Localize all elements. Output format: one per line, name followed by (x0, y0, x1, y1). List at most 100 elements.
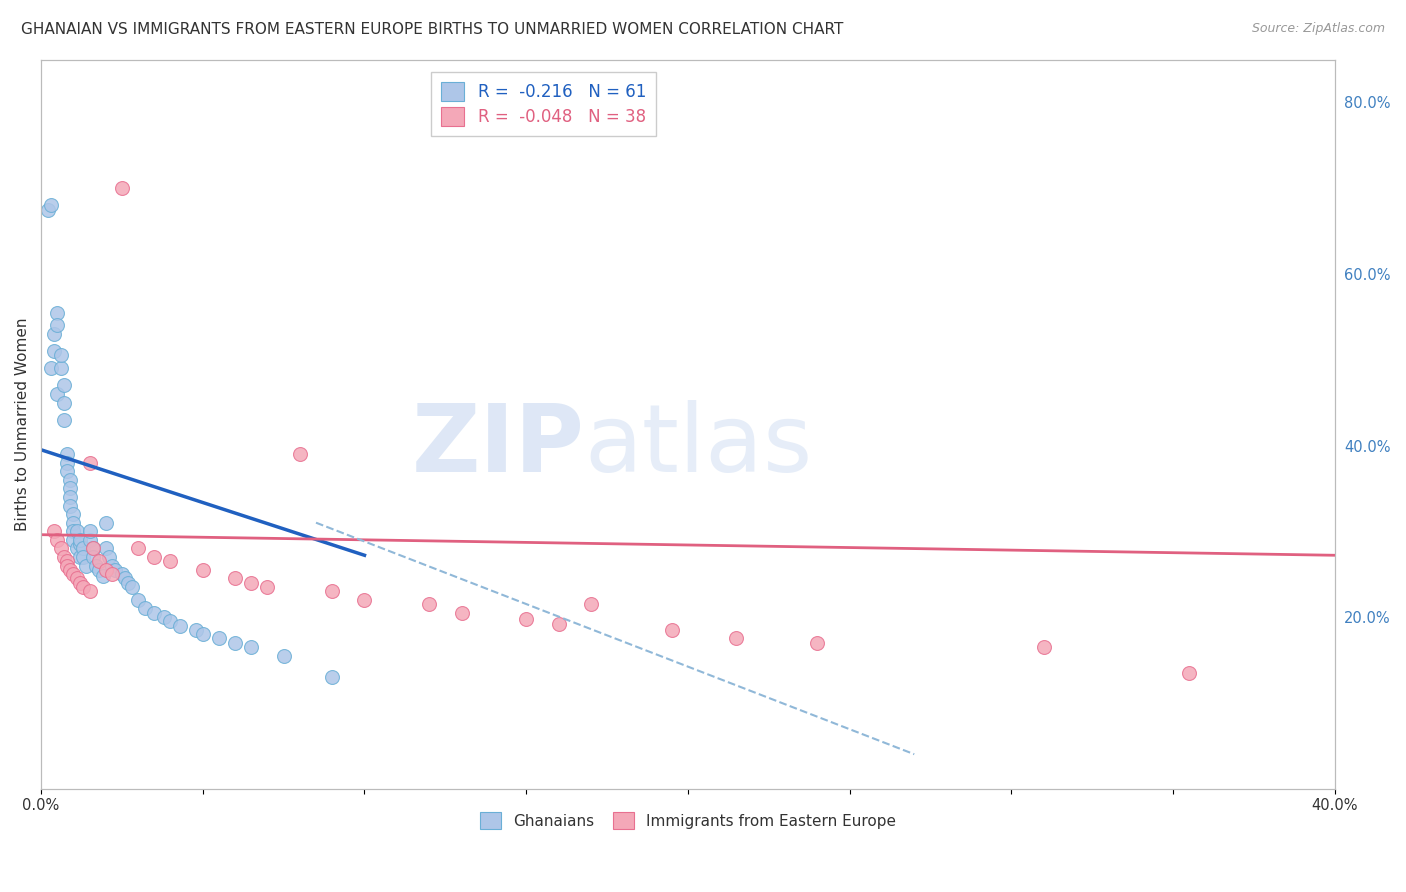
Point (101, 567, 124, 582)
Point (79, 524, 101, 539)
Point (62, 533, 84, 547)
Point (240, 575, 263, 590)
Point (143, 549, 166, 564)
Y-axis label: Births to Unmarried Women: Births to Unmarried Women (15, 318, 30, 531)
Text: ZIP: ZIP (412, 400, 585, 491)
Point (82, 549, 104, 564)
Point (56, 447, 79, 461)
Point (101, 558, 124, 573)
Point (89, 554, 111, 568)
Point (806, 636, 828, 650)
Point (91, 569, 114, 583)
Point (104, 563, 127, 577)
Point (159, 615, 181, 629)
Point (62, 516, 84, 530)
Point (37, 202, 59, 217)
Legend: Ghanaians, Immigrants from Eastern Europe: Ghanaians, Immigrants from Eastern Europ… (474, 805, 903, 836)
Point (169, 618, 191, 632)
Point (42, 524, 65, 539)
Point (42, 344, 65, 359)
Point (127, 541, 149, 556)
Point (191, 563, 214, 577)
Point (69, 549, 91, 564)
Point (82, 541, 104, 556)
Text: atlas: atlas (585, 400, 813, 491)
Point (224, 571, 246, 585)
Point (418, 597, 440, 611)
Point (59, 473, 82, 487)
Point (75, 558, 97, 573)
Point (39, 361, 62, 376)
Point (114, 571, 136, 585)
Point (288, 447, 311, 461)
Point (208, 632, 231, 646)
Point (56, 558, 79, 573)
Point (42, 326, 65, 341)
Text: Source: ZipAtlas.com: Source: ZipAtlas.com (1251, 22, 1385, 36)
Point (39, 198, 62, 212)
Text: GHANAIAN VS IMMIGRANTS FROM EASTERN EUROPE BIRTHS TO UNMARRIED WOMEN CORRELATION: GHANAIAN VS IMMIGRANTS FROM EASTERN EURO… (21, 22, 844, 37)
Point (66, 571, 89, 585)
Point (59, 490, 82, 504)
Point (59, 482, 82, 496)
Point (1178, 665, 1201, 680)
Point (52, 395, 75, 409)
Point (186, 623, 208, 637)
Point (66, 541, 89, 556)
Point (579, 597, 602, 611)
Point (56, 456, 79, 470)
Point (111, 567, 134, 582)
Point (450, 606, 472, 620)
Point (49, 361, 72, 376)
Point (52, 413, 75, 427)
Point (240, 640, 263, 654)
Point (59, 563, 82, 577)
Point (52, 549, 75, 564)
Point (72, 549, 94, 564)
Point (143, 606, 166, 620)
Point (46, 318, 69, 333)
Point (82, 541, 104, 556)
Point (72, 580, 94, 594)
Point (127, 592, 149, 607)
Point (725, 632, 748, 646)
Point (69, 575, 91, 590)
Point (69, 537, 91, 551)
Point (94, 516, 117, 530)
Point (224, 636, 246, 650)
Point (547, 616, 569, 631)
Point (46, 387, 69, 401)
Point (121, 580, 143, 594)
Point (111, 181, 134, 195)
Point (49, 348, 72, 362)
Point (273, 648, 295, 663)
Point (62, 524, 84, 539)
Point (66, 524, 89, 539)
Point (79, 584, 101, 599)
Point (191, 627, 214, 641)
Point (56, 464, 79, 478)
Point (661, 623, 683, 637)
Point (353, 592, 375, 607)
Point (46, 533, 69, 547)
Point (98, 549, 121, 564)
Point (94, 563, 117, 577)
Point (56, 554, 79, 568)
Point (321, 584, 343, 599)
Point (134, 601, 156, 615)
Point (79, 456, 101, 470)
Point (89, 563, 111, 577)
Point (52, 378, 75, 392)
Point (256, 580, 278, 594)
Point (72, 541, 94, 556)
Point (321, 670, 343, 684)
Point (1032, 640, 1054, 654)
Point (62, 507, 84, 521)
Point (79, 533, 101, 547)
Point (159, 554, 181, 568)
Point (117, 575, 139, 590)
Point (46, 305, 69, 319)
Point (84, 558, 107, 573)
Point (49, 541, 72, 556)
Point (62, 567, 84, 582)
